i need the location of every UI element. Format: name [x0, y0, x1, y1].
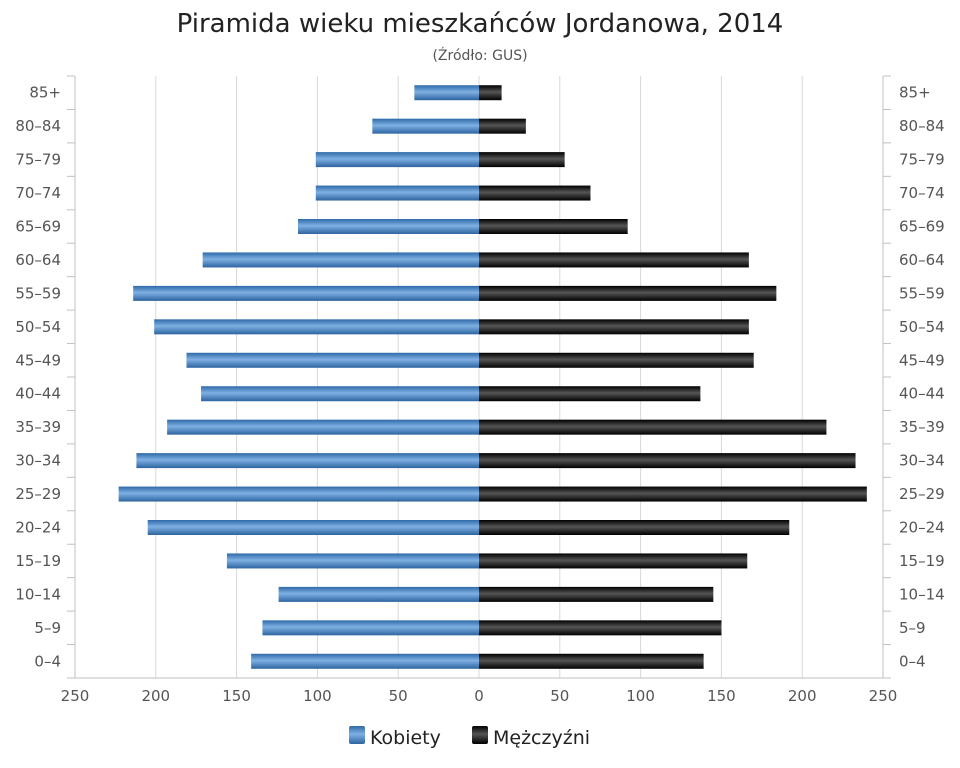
bar-mezczyzni-40-44	[479, 386, 701, 402]
y-tick-label-right: 70–74	[899, 184, 945, 202]
legend-swatch-kobiety	[349, 726, 365, 744]
y-tick-label-left: 55–59	[15, 284, 61, 302]
y-tick-label-right: 10–14	[899, 585, 945, 603]
bar-kobiety-50-54	[154, 319, 479, 335]
bar-kobiety-65-69	[298, 219, 479, 234]
y-tick-label-left: 0–4	[34, 652, 61, 670]
y-tick-label-left: 85+	[29, 84, 61, 102]
bar-mezczyzni-85+	[479, 85, 502, 101]
bar-kobiety-30-34	[136, 453, 479, 469]
bar-mezczyzni-65-69	[479, 219, 628, 234]
bar-mezczyzni-25-29	[479, 486, 867, 502]
chart-subtitle: (Źródło: GUS)	[432, 46, 527, 64]
y-tick-label-right: 55–59	[899, 284, 945, 302]
y-axis-labels-right: 85+ 80–84 75–79 70–74 65–69 60–64 55–59 50–54 45…	[899, 84, 945, 671]
y-tick-label-left: 5–9	[34, 619, 61, 637]
bar-mezczyzni-30-34	[479, 453, 856, 469]
y-tick-label-left: 25–29	[15, 485, 61, 503]
bars	[118, 85, 867, 669]
bar-mezczyzni-60-64	[479, 252, 749, 268]
bar-kobiety-85+	[414, 85, 479, 101]
bar-kobiety-0-4	[251, 653, 479, 669]
bar-kobiety-40-44	[201, 386, 479, 402]
legend-label-mezczyzni: Mężczyźni	[493, 727, 590, 749]
y-tick-label-left: 75–79	[15, 151, 61, 169]
bar-mezczyzni-15-19	[479, 553, 748, 569]
bar-mezczyzni-0-4	[479, 653, 704, 669]
bar-kobiety-25-29	[118, 486, 479, 502]
bar-mezczyzni-50-54	[479, 319, 749, 335]
bar-kobiety-10-14	[278, 586, 479, 602]
bar-mezczyzni-55-59	[479, 285, 777, 301]
x-tick-label: 100	[626, 687, 655, 705]
y-tick-label-right: 65–69	[899, 218, 945, 236]
y-axis-labels-left: 85+ 80–84 75–79 70–74 65–69 60–64 55–59 50–54 45…	[15, 84, 61, 671]
y-tick-label-left: 20–24	[15, 519, 61, 537]
legend-label-kobiety: Kobiety	[370, 727, 441, 749]
legend-item-mezczyzni[interactable]: Mężczyźni	[472, 726, 590, 749]
y-tick-label-left: 60–64	[15, 251, 61, 269]
y-tick-label-right: 60–64	[899, 251, 945, 269]
x-tick-label: 150	[707, 687, 736, 705]
y-tick-label-left: 10–14	[15, 585, 61, 603]
bar-kobiety-15-19	[226, 553, 479, 569]
y-tick-label-left: 80–84	[15, 117, 61, 135]
y-tick-label-left: 15–19	[15, 552, 61, 570]
x-axis-labels: 250 200 150 100 50 0 50 100 150 200 250	[61, 687, 898, 705]
chart-title: Piramida wieku mieszkańców Jordanowa, 20…	[177, 9, 784, 39]
bar-mezczyzni-75-79	[479, 152, 565, 168]
y-tick-label-right: 35–39	[899, 418, 945, 436]
x-tick-label: 50	[550, 687, 569, 705]
bar-kobiety-60-64	[202, 252, 479, 268]
x-tick-label: 250	[869, 687, 898, 705]
bar-mezczyzni-80-84	[479, 118, 526, 134]
y-tick-label-left: 50–54	[15, 318, 61, 336]
legend-item-kobiety[interactable]: Kobiety	[349, 726, 441, 749]
y-tick-label-right: 5–9	[899, 619, 926, 637]
bar-kobiety-5-9	[262, 620, 479, 636]
x-tick-label: 100	[303, 687, 332, 705]
y-tick-label-right: 40–44	[899, 385, 945, 403]
bar-kobiety-70-74	[315, 185, 479, 201]
y-tick-label-right: 50–54	[899, 318, 945, 336]
y-tick-label-left: 40–44	[15, 385, 61, 403]
y-tick-label-right: 20–24	[899, 519, 945, 537]
bar-mezczyzni-45-49	[479, 352, 754, 368]
bar-kobiety-45-49	[186, 352, 479, 368]
bar-mezczyzni-35-39	[479, 419, 827, 435]
bar-kobiety-55-59	[133, 285, 479, 301]
bar-mezczyzni-70-74	[479, 185, 591, 201]
y-tick-label-right: 85+	[899, 84, 931, 102]
y-tick-label-left: 35–39	[15, 418, 61, 436]
x-tick-label: 200	[788, 687, 817, 705]
bar-mezczyzni-10-14	[479, 586, 714, 602]
bar-kobiety-80-84	[372, 118, 479, 134]
y-tick-label-left: 30–34	[15, 452, 61, 470]
y-tick-label-left: 70–74	[15, 184, 61, 202]
x-tick-label: 200	[141, 687, 170, 705]
legend: Kobiety Mężczyźni	[349, 726, 590, 749]
bar-kobiety-75-79	[315, 152, 479, 168]
bar-mezczyzni-5-9	[479, 620, 722, 636]
y-tick-label-right: 25–29	[899, 485, 945, 503]
y-tick-label-right: 75–79	[899, 151, 945, 169]
y-tick-label-left: 65–69	[15, 218, 61, 236]
y-tick-label-right: 30–34	[899, 452, 945, 470]
y-tick-label-left: 45–49	[15, 351, 61, 369]
y-tick-label-right: 45–49	[899, 351, 945, 369]
y-tick-label-right: 15–19	[899, 552, 945, 570]
x-tick-label: 150	[222, 687, 251, 705]
x-tick-label: 250	[61, 687, 90, 705]
y-tick-label-right: 80–84	[899, 117, 945, 135]
bar-mezczyzni-20-24	[479, 520, 790, 535]
bar-kobiety-20-24	[147, 520, 479, 535]
legend-swatch-mezczyzni	[472, 726, 488, 744]
x-tick-label: 0	[474, 687, 484, 705]
axes	[67, 75, 891, 679]
y-tick-label-right: 0–4	[899, 652, 926, 670]
x-tick-label: 50	[389, 687, 408, 705]
bar-kobiety-35-39	[167, 419, 479, 435]
